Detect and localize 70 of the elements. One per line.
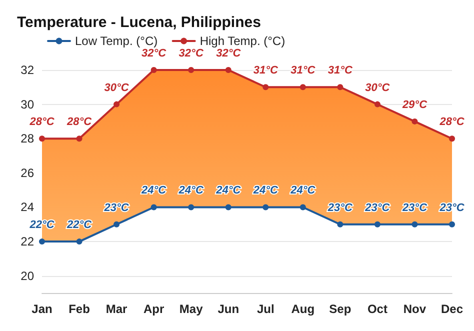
x-tick-label: Aug: [291, 302, 315, 316]
point: [225, 67, 232, 73]
point: [300, 84, 306, 90]
point: [114, 101, 120, 108]
point: [114, 221, 120, 228]
chart-title: Temperature - Lucena, Philippines: [17, 14, 261, 31]
point: [150, 204, 157, 210]
point: [76, 136, 82, 142]
point: [374, 101, 380, 108]
data-label: 31°C: [290, 64, 316, 77]
point: [39, 238, 45, 245]
legend-label: Low Temp. (°C): [75, 34, 158, 48]
point: [188, 204, 194, 210]
data-label: 32°C: [178, 48, 204, 60]
data-label: 24°C: [252, 184, 279, 197]
data-label: 28°C: [438, 116, 466, 128]
data-label: 23°C: [103, 202, 130, 214]
point: [262, 84, 269, 90]
data-label: 32°C: [216, 48, 242, 60]
data-label: 31°C: [328, 64, 354, 77]
point: [76, 238, 82, 245]
x-tick-label: Nov: [403, 302, 426, 316]
point: [412, 221, 418, 228]
point: [374, 221, 380, 228]
point: [337, 84, 344, 90]
point: [300, 204, 306, 210]
data-label: 30°C: [365, 82, 391, 94]
legend-label: High Temp. (°C): [200, 34, 286, 48]
data-label: 23°C: [326, 202, 354, 214]
data-label: 24°C: [140, 184, 168, 197]
x-tick-label: Jun: [218, 302, 240, 316]
x-tick-label: Dec: [440, 302, 464, 316]
data-label: 24°C: [290, 184, 316, 197]
point: [412, 118, 418, 124]
data-label: 23°C: [364, 202, 391, 214]
point: [188, 67, 194, 73]
y-tick-label: 20: [20, 268, 34, 283]
point: [150, 67, 157, 73]
y-tick-label: 26: [20, 166, 34, 180]
data-label: 30°C: [104, 82, 130, 94]
data-label: 28°C: [66, 116, 93, 128]
point: [39, 136, 45, 142]
data-label: 31°C: [253, 64, 279, 77]
point: [449, 136, 455, 142]
data-label: 22°C: [66, 219, 93, 232]
x-tick-label: Mar: [106, 302, 128, 316]
data-label: 32°C: [142, 48, 168, 60]
point: [337, 221, 344, 228]
point: [225, 204, 232, 210]
x-tick-label: Feb: [68, 302, 90, 316]
x-tick-label: Jul: [256, 302, 274, 316]
data-label: 24°C: [178, 184, 204, 197]
point: [262, 204, 269, 210]
data-label: 29°C: [401, 98, 428, 111]
x-tick-label: May: [179, 302, 204, 316]
y-tick-label: 32: [20, 63, 34, 77]
y-tick-label: 24: [20, 200, 34, 214]
x-tick-label: Sep: [329, 302, 352, 316]
x-tick-label: Apr: [143, 302, 164, 316]
point: [449, 221, 455, 228]
y-tick-label: 30: [20, 97, 34, 112]
data-label: 24°C: [215, 184, 242, 197]
data-label: 28°C: [28, 116, 56, 128]
x-tick-label: Jan: [32, 302, 52, 316]
data-label: 23°C: [438, 202, 466, 214]
data-label: 23°C: [401, 202, 428, 214]
x-tick-label: Oct: [367, 302, 388, 316]
data-label: 22°C: [28, 219, 56, 232]
y-tick-label: 22: [20, 234, 34, 249]
y-tick-label: 28: [20, 132, 34, 146]
